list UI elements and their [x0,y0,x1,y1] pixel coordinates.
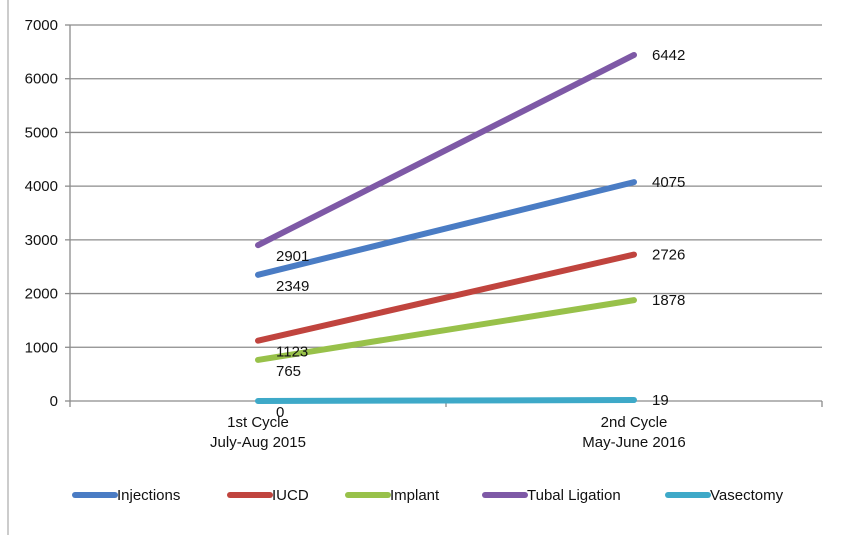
data-label: 19 [652,392,669,409]
legend-label: Vasectomy [710,487,784,504]
y-axis-tick-labels: 0 1000 2000 3000 4000 5000 6000 7000 [25,17,58,410]
x-category-label: 2nd Cycle May-June 2016 [582,414,685,451]
gridlines [70,24,822,348]
series-lines [255,51,637,404]
series-line-tubal-ligation [255,51,637,249]
data-label: 1878 [652,292,685,309]
legend-label: Injections [117,487,180,504]
y-tick-label: 0 [50,393,58,410]
y-tick-label: 4000 [25,178,58,195]
y-tick-label: 6000 [25,71,58,88]
y-tick-label: 7000 [25,17,58,34]
series-line-iucd [255,251,637,344]
data-label: 4075 [652,174,685,191]
y-tick-label: 1000 [25,339,58,356]
series-line-vasectomy [255,396,637,404]
axes [65,24,823,407]
data-label: 0 [276,404,284,421]
data-label: 765 [276,363,301,380]
y-tick-label: 2000 [25,286,58,303]
series-line-injections [255,179,637,278]
legend-label: Tubal Ligation [527,487,621,504]
data-label: 2349 [276,278,309,295]
series-line-implant [255,297,637,363]
data-label: 6442 [652,47,685,64]
data-label: 2901 [276,248,309,265]
legend-label: Implant [390,487,440,504]
legend: Injections IUCD Implant Tubal Ligation Vasec… [72,487,784,504]
data-label: 1123 [276,344,308,361]
data-labels: 2349 4075 1123 2726 765 1878 2901 6442 0 19 [276,47,685,421]
y-tick-label: 3000 [25,232,58,249]
y-tick-label: 5000 [25,124,58,141]
legend-label: IUCD [272,487,309,504]
x-axis-category-labels: 1st Cycle July-Aug 2015 2nd Cycle May-June … [210,414,686,451]
data-label: 2726 [652,247,685,264]
x-category-label: 1st Cycle July-Aug 2015 [210,414,306,451]
